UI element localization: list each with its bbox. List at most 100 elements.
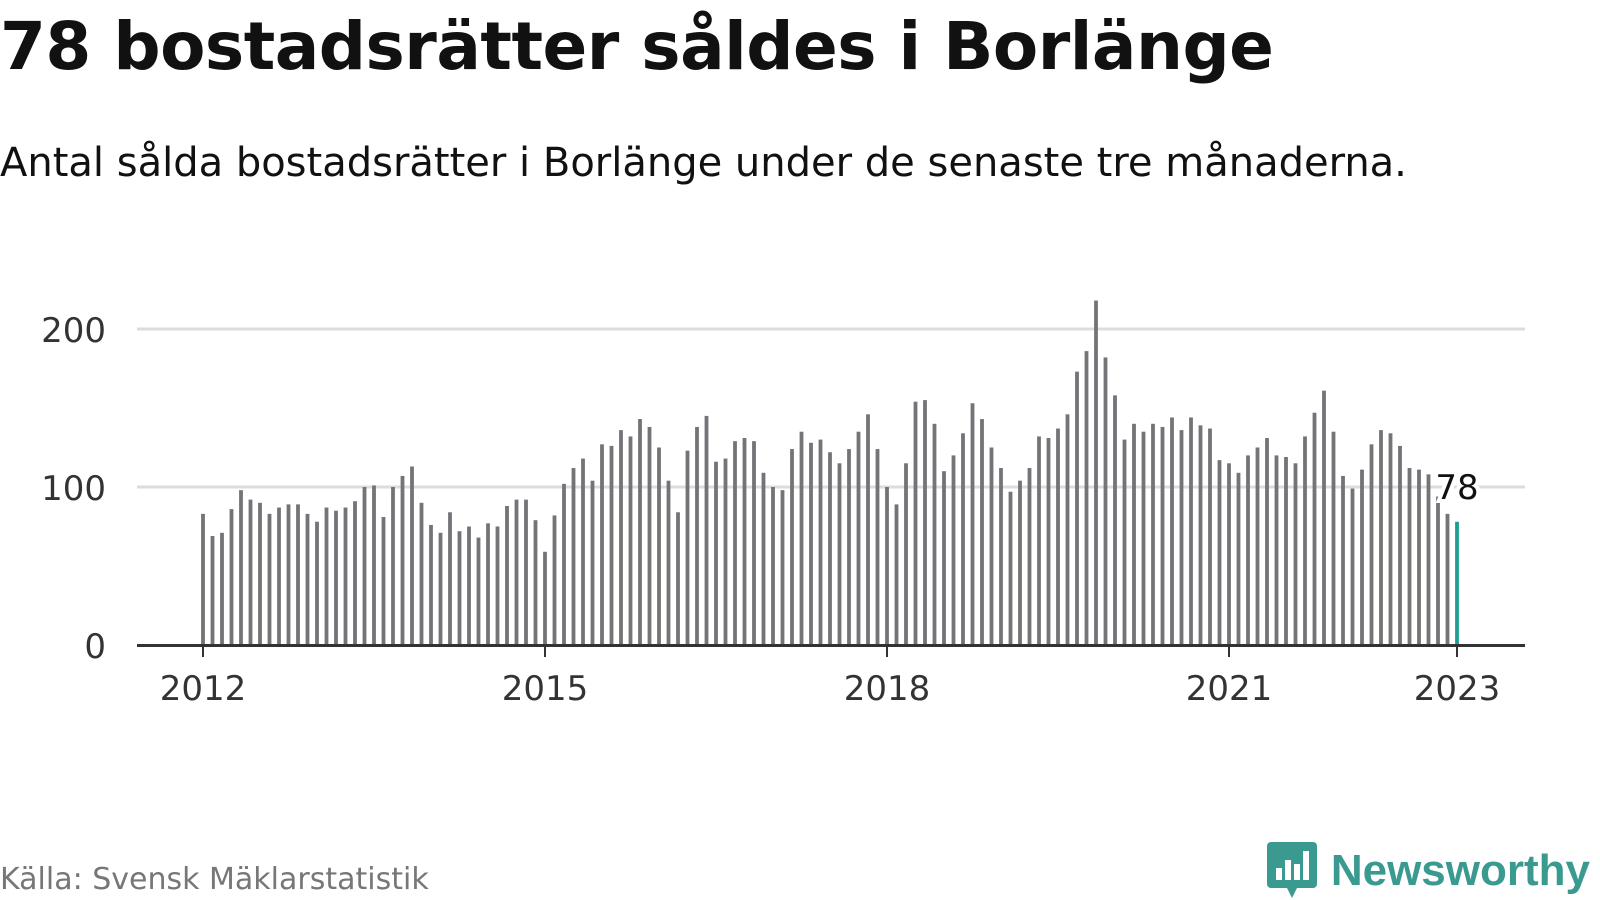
bar	[1151, 423, 1155, 645]
bar	[847, 449, 851, 645]
bar	[904, 463, 908, 645]
bar	[457, 531, 462, 645]
bar	[1274, 455, 1279, 645]
highlight-value-label: 78	[1435, 468, 1478, 508]
bar	[1132, 423, 1136, 645]
bar	[1379, 430, 1383, 645]
bar	[723, 458, 728, 645]
source-note: Källa: Svensk Mäklarstatistik	[0, 862, 429, 897]
bar	[837, 463, 842, 645]
bar	[818, 439, 823, 645]
bar	[1027, 468, 1032, 645]
bar	[1141, 431, 1146, 645]
bar	[1312, 412, 1317, 645]
bar	[1436, 496, 1440, 645]
bar	[951, 455, 956, 645]
bar	[1417, 469, 1421, 645]
bar	[999, 468, 1003, 645]
bar	[1350, 488, 1355, 645]
bar	[1369, 444, 1374, 645]
bar	[894, 504, 899, 645]
bar	[752, 441, 756, 645]
bar	[400, 475, 405, 645]
x-tick-label: 2023	[1414, 669, 1501, 709]
x-tick-label: 2021	[1186, 669, 1273, 709]
bar	[514, 499, 519, 645]
bar	[1037, 436, 1041, 645]
bar	[419, 502, 424, 645]
bar	[1360, 469, 1364, 645]
bar	[562, 483, 566, 645]
bar	[343, 507, 348, 645]
bar	[324, 507, 329, 645]
bar	[704, 415, 709, 645]
bar	[942, 471, 946, 645]
bar	[638, 419, 642, 645]
bar	[429, 524, 433, 645]
bar	[866, 414, 870, 645]
bar	[1445, 513, 1450, 645]
bar	[1236, 472, 1241, 645]
bar	[1208, 428, 1212, 645]
bar	[1160, 426, 1165, 645]
bar	[799, 431, 804, 645]
bar	[1217, 460, 1222, 645]
bar	[353, 501, 357, 645]
bar	[1065, 414, 1070, 645]
bar	[590, 480, 595, 645]
bar	[248, 499, 253, 645]
annotations: 78	[1431, 464, 1482, 512]
bar	[334, 510, 338, 645]
bar	[1103, 357, 1108, 645]
bar	[362, 487, 367, 645]
bar	[980, 419, 984, 645]
x-tick-label: 2012	[160, 669, 247, 709]
bar	[1198, 425, 1203, 645]
bar	[647, 426, 652, 645]
bar	[286, 504, 291, 645]
bar	[381, 517, 386, 645]
bar	[1246, 455, 1250, 645]
bar	[220, 532, 224, 645]
bar	[305, 513, 310, 645]
bar-highlight	[1455, 521, 1459, 645]
bar	[628, 436, 633, 645]
bar	[619, 430, 623, 645]
bar	[552, 515, 557, 645]
bar	[1265, 438, 1269, 645]
bar	[267, 513, 272, 645]
bar	[1113, 395, 1117, 645]
brand-name: Newsworthy	[1330, 846, 1590, 895]
bar	[989, 447, 994, 645]
bar	[571, 468, 576, 645]
bar	[970, 403, 975, 645]
bar	[923, 400, 927, 645]
bar	[1018, 480, 1022, 645]
bar	[1189, 417, 1193, 645]
y-axis-ticks: 0 100 200	[41, 311, 106, 667]
bar	[476, 537, 481, 645]
bar	[543, 551, 547, 645]
bar	[505, 505, 509, 645]
bar	[600, 444, 604, 645]
bar	[467, 526, 471, 645]
bar	[315, 521, 319, 645]
bar	[1303, 436, 1307, 645]
y-tick-label: 200	[41, 311, 106, 351]
bar	[1331, 431, 1336, 645]
bar	[533, 520, 538, 645]
bar	[524, 499, 528, 645]
bar	[609, 445, 614, 645]
bar	[733, 441, 737, 645]
bar	[1122, 439, 1127, 645]
bar	[761, 472, 766, 645]
bar	[695, 426, 699, 645]
bar	[438, 532, 443, 645]
bar	[1293, 463, 1298, 645]
bar	[1284, 456, 1288, 645]
bar	[1179, 430, 1184, 645]
bar	[885, 487, 889, 645]
brand-logo: Newsworthy	[1266, 842, 1590, 900]
bar	[1084, 351, 1089, 645]
